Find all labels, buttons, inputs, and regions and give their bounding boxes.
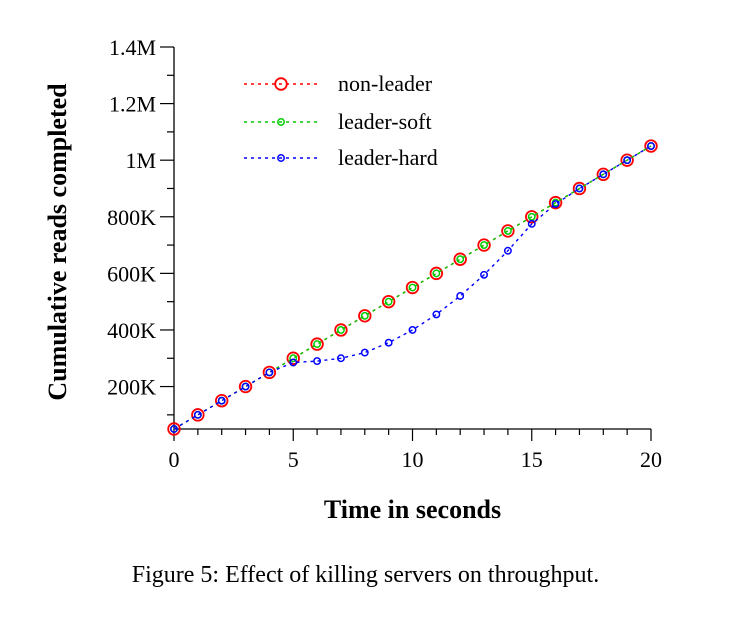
data-point-leader-hard: [527, 219, 536, 228]
data-point-leader-soft: [289, 354, 298, 363]
data-point-leader-hard: [551, 200, 560, 208]
data-point-leader-hard: [384, 338, 393, 347]
x-axis-title: Time in seconds: [324, 495, 501, 524]
data-point-non-leader: [286, 351, 300, 365]
data-point-leader-hard: [241, 382, 250, 391]
axes: [160, 46, 652, 441]
data-point-leader-soft: [384, 297, 393, 306]
data-point-non-leader: [214, 394, 229, 408]
data-point-non-leader: [405, 280, 420, 295]
data-point-non-leader: [334, 323, 348, 337]
y-tick-label: 800K: [107, 205, 156, 230]
data-point-leader-hard: [647, 142, 655, 150]
data-point-leader-soft: [313, 340, 322, 349]
data-point-leader-hard: [599, 170, 608, 179]
legend-label-leader-hard: leader-hard: [338, 145, 438, 170]
data-point-leader-hard: [480, 270, 488, 279]
data-point-non-leader: [310, 337, 324, 351]
series-lines: [167, 139, 658, 436]
y-tick-label: 1.2M: [109, 92, 156, 117]
x-tick-label: 0: [169, 447, 180, 472]
data-point-leader-soft: [432, 269, 441, 278]
data-point-leader-hard: [313, 357, 322, 366]
data-point-leader-hard: [337, 354, 345, 363]
legend-marker-non-leader: [274, 77, 288, 91]
y-tick-label: 1.4M: [109, 35, 156, 60]
data-point-non-leader: [358, 309, 372, 323]
x-tick-label: 20: [640, 447, 662, 472]
data-point-non-leader: [381, 294, 396, 309]
data-point-leader-hard: [265, 368, 274, 377]
data-point-leader-hard: [408, 326, 417, 334]
y-tick-label: 600K: [107, 261, 156, 286]
series-line-leader-hard: [173, 145, 652, 430]
data-point-leader-hard: [360, 348, 369, 357]
data-point-leader-soft: [408, 283, 417, 292]
data-point-leader-soft: [360, 311, 369, 320]
y-tick-label: 400K: [107, 318, 156, 343]
data-point-non-leader: [525, 210, 539, 224]
data-point-non-leader: [644, 139, 658, 153]
data-point-non-leader: [191, 408, 205, 422]
data-point-non-leader: [453, 252, 467, 266]
x-tick-label: 10: [402, 447, 424, 472]
y-tick-label: 1M: [125, 148, 156, 173]
data-point-non-leader: [477, 238, 491, 252]
legend-label-non-leader: non-leader: [338, 71, 433, 96]
data-point-leader-hard: [289, 358, 298, 367]
legend: non-leader leader-soft leader-hard: [244, 71, 438, 170]
data-point-leader-hard: [217, 396, 226, 405]
data-point-leader-soft: [480, 241, 488, 250]
data-point-non-leader: [238, 379, 253, 394]
data-point-leader-hard: [193, 410, 202, 419]
legend-marker-leader-hard: [277, 154, 285, 162]
data-point-non-leader: [262, 365, 277, 380]
data-point-leader-hard: [575, 184, 584, 193]
data-point-non-leader: [596, 167, 611, 182]
data-point-leader-hard: [432, 310, 441, 319]
data-point-leader-hard: [456, 292, 465, 300]
data-point-leader-hard: [503, 246, 512, 255]
x-tick-label: 15: [521, 447, 543, 472]
y-tick-label: 200K: [107, 375, 156, 400]
x-tick-label: 5: [288, 447, 299, 472]
tick-labels: 200K 400K 600K 800K 1M 1.2M 1.4M 0 5 10 15 20: [107, 35, 662, 472]
y-axis-title: Cumulative reads completed: [43, 83, 72, 401]
data-point-leader-soft: [503, 226, 512, 235]
data-point-leader-hard: [170, 425, 178, 433]
data-point-non-leader: [572, 181, 587, 196]
series-line-leader-soft: [173, 145, 652, 430]
data-point-leader-soft: [456, 255, 465, 264]
data-point-non-leader: [429, 266, 444, 281]
legend-label-leader-soft: leader-soft: [338, 109, 432, 134]
data-point-leader-hard: [623, 156, 632, 165]
data-point-non-leader: [620, 153, 634, 167]
legend-marker-leader-soft: [277, 118, 285, 126]
figure-caption: Figure 5: Effect of killing servers on t…: [131, 562, 600, 588]
data-point-non-leader: [548, 195, 563, 210]
data-point-non-leader: [501, 224, 515, 238]
data-point-non-leader: [167, 422, 181, 436]
data-point-leader-soft: [337, 326, 345, 334]
